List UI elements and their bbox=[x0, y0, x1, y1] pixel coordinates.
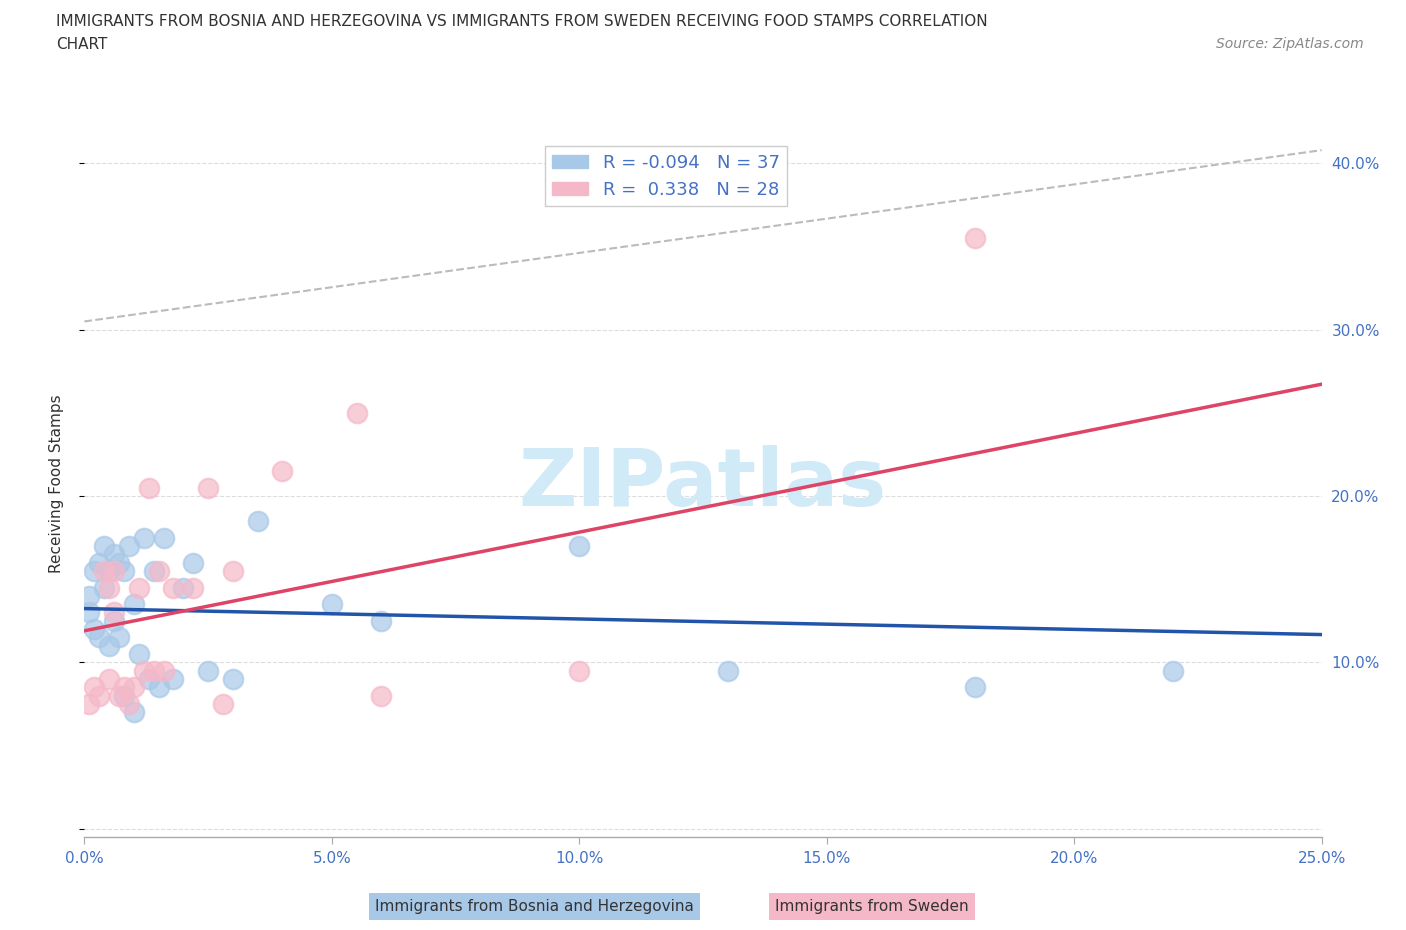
Point bbox=[83, 621, 105, 636]
Point bbox=[98, 671, 121, 686]
Point bbox=[197, 663, 219, 678]
Y-axis label: Receiving Food Stamps: Receiving Food Stamps bbox=[49, 394, 63, 573]
Point bbox=[83, 564, 105, 578]
Point bbox=[98, 564, 121, 578]
Point bbox=[103, 605, 125, 620]
Point bbox=[321, 597, 343, 612]
Text: IMMIGRANTS FROM BOSNIA AND HERZEGOVINA VS IMMIGRANTS FROM SWEDEN RECEIVING FOOD : IMMIGRANTS FROM BOSNIA AND HERZEGOVINA V… bbox=[56, 14, 988, 29]
Point bbox=[138, 671, 160, 686]
Point bbox=[132, 530, 155, 545]
Point bbox=[162, 580, 184, 595]
Text: Immigrants from Sweden: Immigrants from Sweden bbox=[775, 899, 969, 914]
Point bbox=[132, 663, 155, 678]
Point bbox=[103, 614, 125, 629]
Point bbox=[89, 555, 111, 570]
Point bbox=[89, 688, 111, 703]
Point bbox=[103, 564, 125, 578]
Point bbox=[568, 538, 591, 553]
Point bbox=[212, 697, 235, 711]
Point bbox=[93, 580, 115, 595]
Point bbox=[79, 589, 101, 604]
Point bbox=[118, 538, 141, 553]
Point bbox=[93, 538, 115, 553]
Point bbox=[79, 697, 101, 711]
Point bbox=[79, 605, 101, 620]
Point bbox=[128, 646, 150, 661]
Point bbox=[222, 671, 245, 686]
Point bbox=[118, 697, 141, 711]
Point bbox=[568, 663, 591, 678]
Point bbox=[93, 564, 115, 578]
Point bbox=[181, 555, 204, 570]
Point bbox=[717, 663, 740, 678]
Point bbox=[122, 680, 145, 695]
Point bbox=[197, 480, 219, 495]
Point bbox=[122, 597, 145, 612]
Point bbox=[142, 564, 165, 578]
Point bbox=[83, 680, 105, 695]
Point bbox=[112, 680, 135, 695]
Text: CHART: CHART bbox=[56, 37, 108, 52]
Point bbox=[370, 688, 392, 703]
Point bbox=[98, 638, 121, 653]
Point bbox=[122, 705, 145, 720]
Legend: R = -0.094   N = 37, R =  0.338   N = 28: R = -0.094 N = 37, R = 0.338 N = 28 bbox=[546, 146, 787, 206]
Point bbox=[89, 630, 111, 644]
Point bbox=[128, 580, 150, 595]
Point bbox=[965, 231, 987, 246]
Point bbox=[346, 405, 368, 420]
Point bbox=[172, 580, 194, 595]
Point bbox=[148, 680, 170, 695]
Text: Source: ZipAtlas.com: Source: ZipAtlas.com bbox=[1216, 37, 1364, 51]
Point bbox=[162, 671, 184, 686]
Point bbox=[98, 580, 121, 595]
Point bbox=[370, 614, 392, 629]
Point bbox=[148, 564, 170, 578]
Point bbox=[103, 547, 125, 562]
Point bbox=[108, 688, 131, 703]
Point bbox=[138, 480, 160, 495]
Point bbox=[112, 688, 135, 703]
Point bbox=[222, 564, 245, 578]
Point bbox=[152, 530, 174, 545]
Point bbox=[965, 680, 987, 695]
Point bbox=[152, 663, 174, 678]
Point bbox=[181, 580, 204, 595]
Point bbox=[112, 564, 135, 578]
Text: ZIPatlas: ZIPatlas bbox=[519, 445, 887, 523]
Point bbox=[1161, 663, 1184, 678]
Point bbox=[271, 464, 294, 479]
Point bbox=[108, 555, 131, 570]
Point bbox=[246, 513, 269, 528]
Text: Immigrants from Bosnia and Herzegovina: Immigrants from Bosnia and Herzegovina bbox=[375, 899, 693, 914]
Point bbox=[108, 630, 131, 644]
Point bbox=[142, 663, 165, 678]
